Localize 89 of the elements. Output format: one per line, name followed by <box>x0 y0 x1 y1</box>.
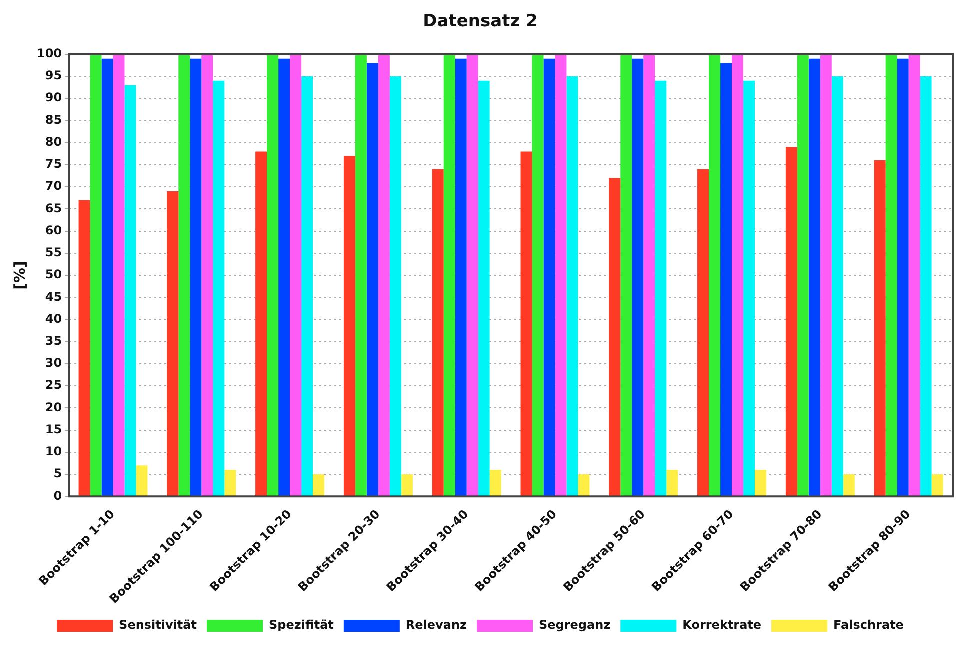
y-tick-label: 5 <box>54 466 62 481</box>
bar <box>355 54 367 496</box>
y-tick-label: 90 <box>45 90 62 105</box>
bar <box>455 58 467 496</box>
bar <box>609 178 621 496</box>
y-tick-label: 85 <box>45 112 62 127</box>
bar <box>754 470 766 496</box>
chart-title: Datensatz 2 <box>423 12 538 32</box>
y-tick-label: 60 <box>45 223 62 238</box>
bar <box>644 54 656 496</box>
bar <box>490 470 502 496</box>
bar <box>897 58 909 496</box>
bar <box>820 54 832 496</box>
y-tick-label: 15 <box>45 422 62 436</box>
bar <box>920 76 932 496</box>
bar <box>832 76 844 496</box>
bar <box>932 474 944 496</box>
y-tick-label: 100 <box>36 46 62 61</box>
bar <box>744 80 755 496</box>
y-tick-label: 95 <box>45 68 62 83</box>
bar <box>267 54 279 496</box>
bar <box>797 54 809 496</box>
bar <box>466 54 478 496</box>
bar <box>432 169 444 496</box>
bar <box>444 54 456 496</box>
bar <box>578 474 590 496</box>
y-tick-label: 55 <box>45 246 62 260</box>
bar <box>178 54 190 496</box>
legend-label: Sensitivität <box>119 618 198 632</box>
bar <box>366 63 378 496</box>
bar <box>620 54 632 496</box>
bar <box>544 58 556 496</box>
y-tick-label: 70 <box>45 179 62 194</box>
y-tick-label: 65 <box>45 201 62 216</box>
y-tick-label: 40 <box>45 312 62 326</box>
bar <box>908 54 920 496</box>
bar <box>224 470 236 496</box>
y-tick-label: 50 <box>45 268 62 282</box>
y-tick-label: 30 <box>45 356 62 370</box>
y-tick-label: 75 <box>45 157 62 172</box>
bar <box>290 54 302 496</box>
bar <box>90 54 102 496</box>
bar <box>278 58 290 496</box>
y-tick-label: 80 <box>45 134 62 149</box>
bar <box>113 54 125 496</box>
bar <box>808 58 820 496</box>
bar <box>720 63 732 496</box>
legend-label: Relevanz <box>406 618 468 632</box>
bar <box>555 54 567 496</box>
bar <box>786 147 798 496</box>
legend-label: Segreganz <box>539 618 611 632</box>
y-tick-label: 25 <box>45 378 62 392</box>
bar <box>566 76 578 496</box>
y-tick-label: 45 <box>45 290 62 304</box>
bar <box>302 76 314 496</box>
bar <box>124 85 136 496</box>
bar <box>520 152 532 496</box>
bar <box>843 474 855 496</box>
bar <box>632 58 644 496</box>
bar <box>378 54 390 496</box>
bar <box>202 54 214 496</box>
bar <box>478 80 490 496</box>
y-tick-label: 20 <box>45 400 62 414</box>
bar <box>874 160 886 496</box>
bar <box>313 474 325 496</box>
y-tick-label: 10 <box>45 444 62 459</box>
bar <box>532 54 544 496</box>
bar <box>732 54 744 496</box>
bar <box>709 54 721 496</box>
bar <box>190 58 202 496</box>
bar <box>666 470 678 496</box>
bar <box>344 156 356 496</box>
legend-label: Spezifität <box>268 618 334 632</box>
bar <box>401 474 413 496</box>
y-axis-title: [%] <box>10 261 29 290</box>
legend-label: Falschrate <box>834 618 904 632</box>
bar <box>256 152 268 496</box>
bar <box>78 200 90 496</box>
bar <box>886 54 898 496</box>
bar <box>136 466 148 496</box>
bar <box>167 191 179 496</box>
bar <box>655 80 667 496</box>
bar <box>390 76 402 496</box>
bar <box>698 169 710 496</box>
legend-label: Korrektrate <box>682 618 762 632</box>
bar <box>213 80 225 496</box>
y-tick-label: 0 <box>54 488 62 503</box>
bar <box>102 58 114 496</box>
y-tick-label: 35 <box>45 334 62 348</box>
